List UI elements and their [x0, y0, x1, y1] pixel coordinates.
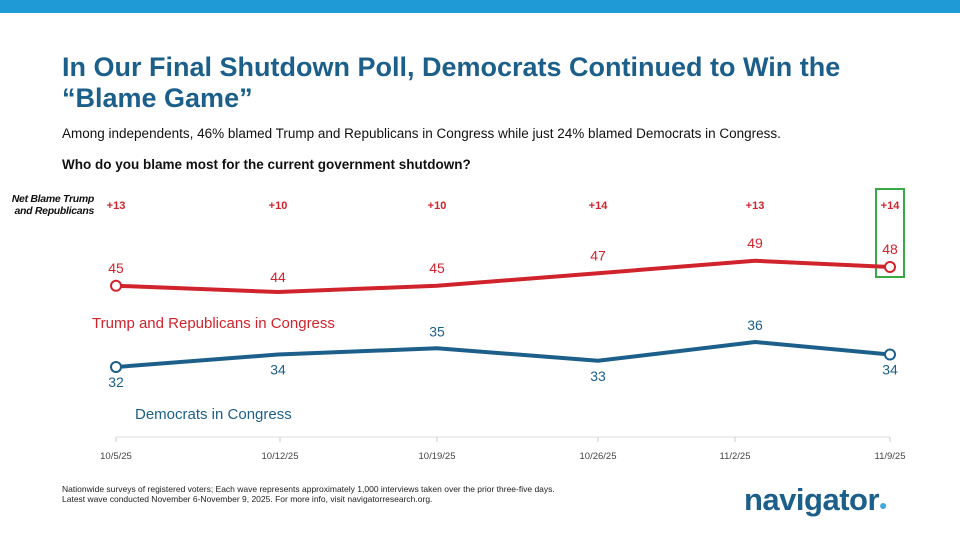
- series-label-republicans: Trump and Republicans in Congress: [92, 315, 335, 332]
- x-tick-label: 10/19/25: [419, 451, 456, 462]
- net-label: Net Blame Trump and Republicans: [11, 193, 95, 217]
- net-value: +13: [746, 200, 765, 212]
- data-point: [110, 279, 122, 292]
- data-label: 47: [590, 247, 606, 263]
- x-tick-label: 10/12/25: [262, 451, 299, 462]
- net-value: +14: [589, 200, 609, 212]
- navigator-logo: navigator●: [744, 482, 887, 517]
- data-label: 33: [590, 368, 606, 384]
- net-value: +10: [428, 200, 447, 212]
- net-value: +10: [269, 200, 288, 212]
- footnote-line: Nationwide surveys of registered voters;…: [62, 484, 555, 494]
- data-label: 45: [429, 260, 445, 276]
- series-line: [115, 258, 891, 295]
- data-label: 48: [882, 241, 898, 257]
- footnote: Nationwide surveys of registered voters;…: [62, 484, 555, 504]
- data-label: 44: [270, 269, 286, 285]
- data-label: 32: [108, 374, 124, 390]
- x-tick-label: 10/5/25: [100, 451, 132, 462]
- footnote-line: Latest wave conducted November 6-Novembe…: [62, 494, 433, 504]
- x-tick-label: 11/9/25: [875, 451, 906, 462]
- top-accent-bar: [0, 0, 960, 13]
- data-point: [884, 261, 896, 273]
- data-point: [884, 348, 896, 361]
- x-tick-label: 10/26/25: [580, 451, 617, 462]
- series-line: [115, 339, 891, 369]
- data-label: 34: [270, 362, 286, 378]
- x-tick-label: 11/2/25: [720, 451, 751, 462]
- data-label: 45: [108, 260, 124, 276]
- page-title: In Our Final Shutdown Poll, Democrats Co…: [62, 52, 841, 113]
- data-label: 34: [882, 362, 898, 378]
- subtitle: Among independents, 46% blamed Trump and…: [62, 126, 781, 141]
- data-label: 36: [747, 317, 763, 333]
- data-point: [110, 361, 122, 373]
- net-value: +13: [107, 200, 126, 212]
- highlight-box: [875, 188, 905, 278]
- data-label: 49: [747, 235, 763, 251]
- series-label-democrats: Democrats in Congress: [135, 406, 292, 423]
- data-label: 35: [429, 323, 445, 339]
- net-value: +14: [881, 200, 901, 212]
- question: Who do you blame most for the current go…: [62, 157, 471, 172]
